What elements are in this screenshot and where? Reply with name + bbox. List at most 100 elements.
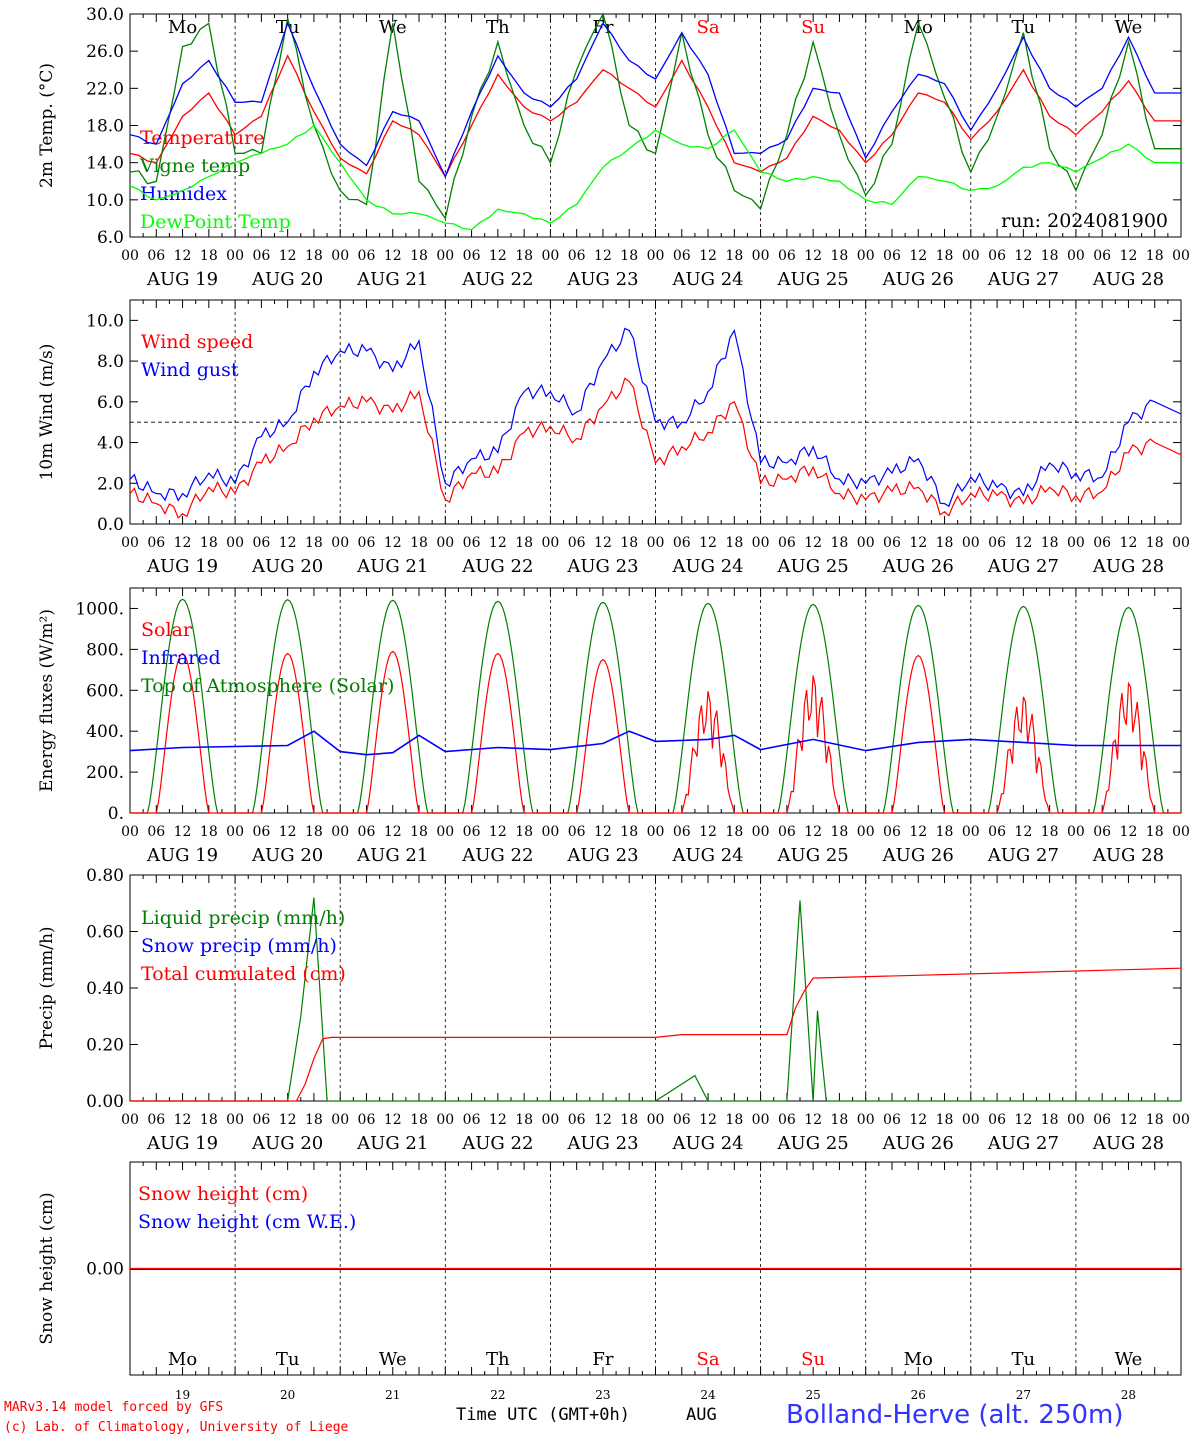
hour-tick-label: 06 [463, 824, 481, 840]
hour-tick-label: 00 [436, 248, 454, 264]
date-label: AUG 23 [566, 556, 638, 577]
hour-tick-label: 12 [279, 1112, 297, 1128]
date-label: AUG 28 [1092, 556, 1164, 577]
hour-tick-label: 18 [725, 824, 743, 840]
hour-tick-label: 12 [279, 248, 297, 264]
series-line-solar [130, 650, 1181, 814]
hour-tick-label: 06 [988, 1112, 1006, 1128]
y-tick-label: 6.0 [97, 228, 124, 248]
date-label: AUG 27 [987, 1133, 1059, 1154]
series-line-1 [129, 327, 1182, 508]
hour-tick-label: 12 [384, 248, 402, 264]
hour-tick-label: 18 [410, 824, 428, 840]
hour-tick-label: 18 [305, 535, 323, 551]
y-tick-label: 18.0 [86, 117, 124, 137]
hour-tick-label: 00 [436, 1112, 454, 1128]
footer-credit-line1: MARv3.14 model forced by GFS [4, 1400, 224, 1415]
day-label: Su [801, 1349, 825, 1370]
hour-tick-label: 18 [200, 1112, 218, 1128]
hour-tick-label: 12 [804, 535, 822, 551]
hour-tick-label: 18 [515, 1112, 533, 1128]
date-label: AUG 26 [882, 269, 954, 290]
y-tick-label: 8.0 [97, 352, 124, 372]
hour-tick-label: 00 [1067, 535, 1085, 551]
legend-label: Liquid precip (mm/h) [141, 907, 345, 929]
hour-tick-label: 12 [804, 1112, 822, 1128]
hour-tick-label: 06 [568, 535, 586, 551]
hour-tick-label: 12 [384, 824, 402, 840]
hour-tick-label: 18 [1041, 1112, 1059, 1128]
legend-label: Humidex [140, 183, 227, 205]
hour-tick-label: 12 [279, 824, 297, 840]
hour-tick-label: 12 [174, 1112, 192, 1128]
hour-tick-label: 18 [620, 824, 638, 840]
hour-tick-label: 06 [883, 248, 901, 264]
hour-tick-label: 12 [384, 535, 402, 551]
hour-tick-label: 12 [594, 824, 612, 840]
legend-label: Total cumulated (cm) [141, 963, 346, 985]
hour-tick-label: 12 [489, 248, 507, 264]
hour-tick-label: 06 [358, 1112, 376, 1128]
hour-tick-label: 00 [331, 248, 349, 264]
date-label: AUG 22 [461, 556, 533, 577]
date-label: AUG 23 [566, 269, 638, 290]
legend-label: Wind speed [141, 331, 253, 353]
hour-tick-label: 12 [909, 1112, 927, 1128]
hour-tick-label: 12 [1120, 1112, 1138, 1128]
hour-tick-label: 18 [936, 535, 954, 551]
date-label: AUG 21 [356, 845, 428, 866]
hour-tick-label: 12 [909, 824, 927, 840]
hour-tick-label: 18 [725, 535, 743, 551]
hour-tick-label: 00 [647, 535, 665, 551]
day-label: Th [486, 1349, 510, 1370]
legend-label: Solar [141, 619, 193, 641]
date-label: AUG 19 [146, 845, 218, 866]
date-label: AUG 26 [882, 845, 954, 866]
date-label: AUG 27 [987, 269, 1059, 290]
day-label: Fr [592, 1349, 613, 1370]
y-tick-label: 200. [86, 763, 124, 783]
hour-tick-label: 00 [962, 248, 980, 264]
date-label: AUG 22 [461, 269, 533, 290]
hour-tick-label: 12 [804, 248, 822, 264]
hour-tick-label: 18 [620, 535, 638, 551]
series-line-0 [129, 54, 1181, 178]
date-label: AUG 22 [461, 1133, 533, 1154]
day-label: Mo [168, 1349, 197, 1370]
hour-tick-label: 00 [541, 248, 559, 264]
hour-tick-label: 06 [1093, 535, 1111, 551]
legend-label: DewPoint Temp [140, 211, 291, 233]
hour-tick-label: 12 [384, 1112, 402, 1128]
hour-tick-label: 06 [463, 248, 481, 264]
hour-tick-label: 06 [988, 824, 1006, 840]
hour-tick-label: 18 [1041, 248, 1059, 264]
hour-tick-label: 12 [909, 535, 927, 551]
hour-tick-label: 18 [831, 535, 849, 551]
date-label: AUG 20 [251, 845, 323, 866]
hour-tick-label: 18 [515, 535, 533, 551]
day-label: Su [801, 17, 825, 38]
x-axis-title: Time UTC (GMT+0h) [456, 1405, 630, 1425]
day-number-label: 19 [175, 1388, 190, 1402]
hour-tick-label: 18 [936, 824, 954, 840]
y-tick-label: 0.40 [86, 979, 124, 999]
series-line-2 [129, 21, 1181, 179]
hour-tick-label: 00 [121, 824, 139, 840]
hour-tick-label: 00 [857, 535, 875, 551]
date-label: AUG 20 [251, 556, 323, 577]
hour-tick-label: 00 [857, 248, 875, 264]
date-label: AUG 21 [356, 269, 428, 290]
date-label: AUG 19 [146, 269, 218, 290]
date-label: AUG 23 [566, 1133, 638, 1154]
date-label: AUG 19 [146, 1133, 218, 1154]
hour-tick-label: 00 [436, 535, 454, 551]
hour-tick-label: 12 [1120, 535, 1138, 551]
day-number-label: 20 [280, 1388, 295, 1402]
hour-tick-label: 12 [174, 535, 192, 551]
y-axis-label: 2m Temp. (°C) [37, 63, 57, 188]
hour-tick-label: 00 [962, 1112, 980, 1128]
y-tick-label: 14.0 [86, 154, 124, 174]
series-line-1 [129, 12, 1181, 221]
hour-tick-label: 18 [1146, 1112, 1164, 1128]
